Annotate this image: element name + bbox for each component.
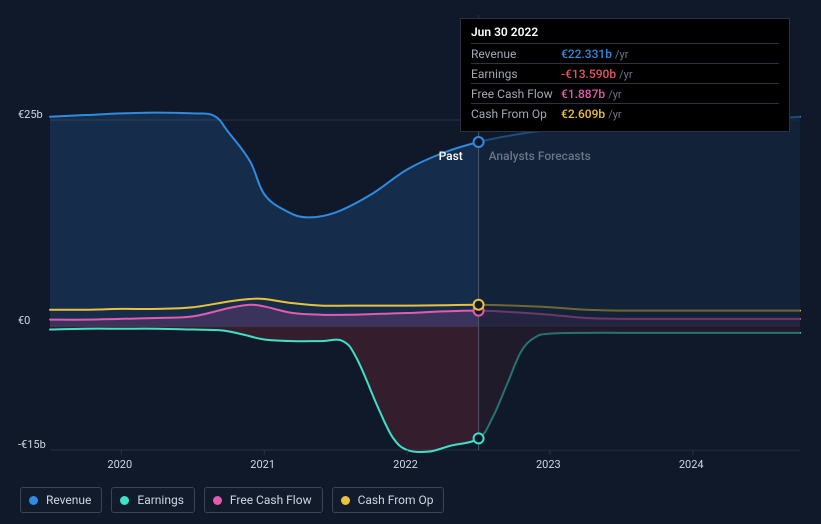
- y-axis-label: €0: [18, 314, 30, 327]
- section-label-past: Past: [439, 149, 463, 163]
- marker-earnings: [474, 433, 484, 443]
- legend-item-fcf[interactable]: Free Cash Flow: [204, 487, 323, 513]
- legend-dot-icon: [341, 496, 350, 505]
- tooltip-row: Cash From Op€2.609b/yr: [471, 103, 779, 123]
- y-axis-label: €25b: [18, 108, 43, 121]
- section-label-forecast: Analysts Forecasts: [489, 149, 591, 163]
- legend-label: Free Cash Flow: [230, 493, 312, 507]
- tooltip-row-label: Free Cash Flow: [471, 87, 561, 101]
- legend-label: Earnings: [137, 493, 184, 507]
- x-axis-label: 2021: [250, 458, 275, 471]
- hover-tooltip: Jun 30 2022 Revenue€22.331b/yrEarnings-€…: [460, 18, 790, 132]
- tooltip-row-unit: /yr: [615, 48, 628, 61]
- tooltip-row-value: €2.609b: [561, 107, 608, 121]
- legend-dot-icon: [29, 496, 38, 505]
- x-axis-label: 2024: [679, 458, 704, 471]
- x-axis-label: 2020: [107, 458, 132, 471]
- tooltip-row-unit: /yr: [608, 108, 621, 121]
- tooltip-row-unit: /yr: [608, 88, 621, 101]
- chart-legend: Revenue Earnings Free Cash Flow Cash From O…: [20, 487, 444, 513]
- x-axis-label: 2022: [393, 458, 418, 471]
- tooltip-row: Free Cash Flow€1.887b/yr: [471, 83, 779, 103]
- x-axis-label: 2023: [536, 458, 561, 471]
- tooltip-row-value: -€13.590b: [561, 67, 619, 81]
- tooltip-row: Revenue€22.331b/yr: [471, 43, 779, 63]
- legend-dot-icon: [120, 496, 129, 505]
- tooltip-row-label: Earnings: [471, 67, 561, 81]
- legend-item-earnings[interactable]: Earnings: [111, 487, 195, 513]
- tooltip-row-value: €1.887b: [561, 87, 608, 101]
- marker-cfo: [474, 300, 484, 310]
- legend-dot-icon: [213, 496, 222, 505]
- y-axis-label: -€15b: [18, 438, 46, 451]
- legend-item-revenue[interactable]: Revenue: [20, 487, 102, 513]
- tooltip-date: Jun 30 2022: [471, 25, 779, 43]
- legend-item-cfo[interactable]: Cash From Op: [332, 487, 445, 513]
- legend-label: Revenue: [46, 493, 91, 507]
- tooltip-row-label: Cash From Op: [471, 107, 561, 121]
- legend-label: Cash From Op: [358, 493, 434, 507]
- tooltip-row-value: €22.331b: [561, 47, 615, 61]
- tooltip-row: Earnings-€13.590b/yr: [471, 63, 779, 83]
- marker-revenue: [474, 137, 484, 147]
- financials-chart: €25b €0 -€15b 2020 2021 2022 2023 2024 Past An…: [0, 0, 821, 524]
- tooltip-row-unit: /yr: [619, 68, 632, 81]
- tooltip-row-label: Revenue: [471, 47, 561, 61]
